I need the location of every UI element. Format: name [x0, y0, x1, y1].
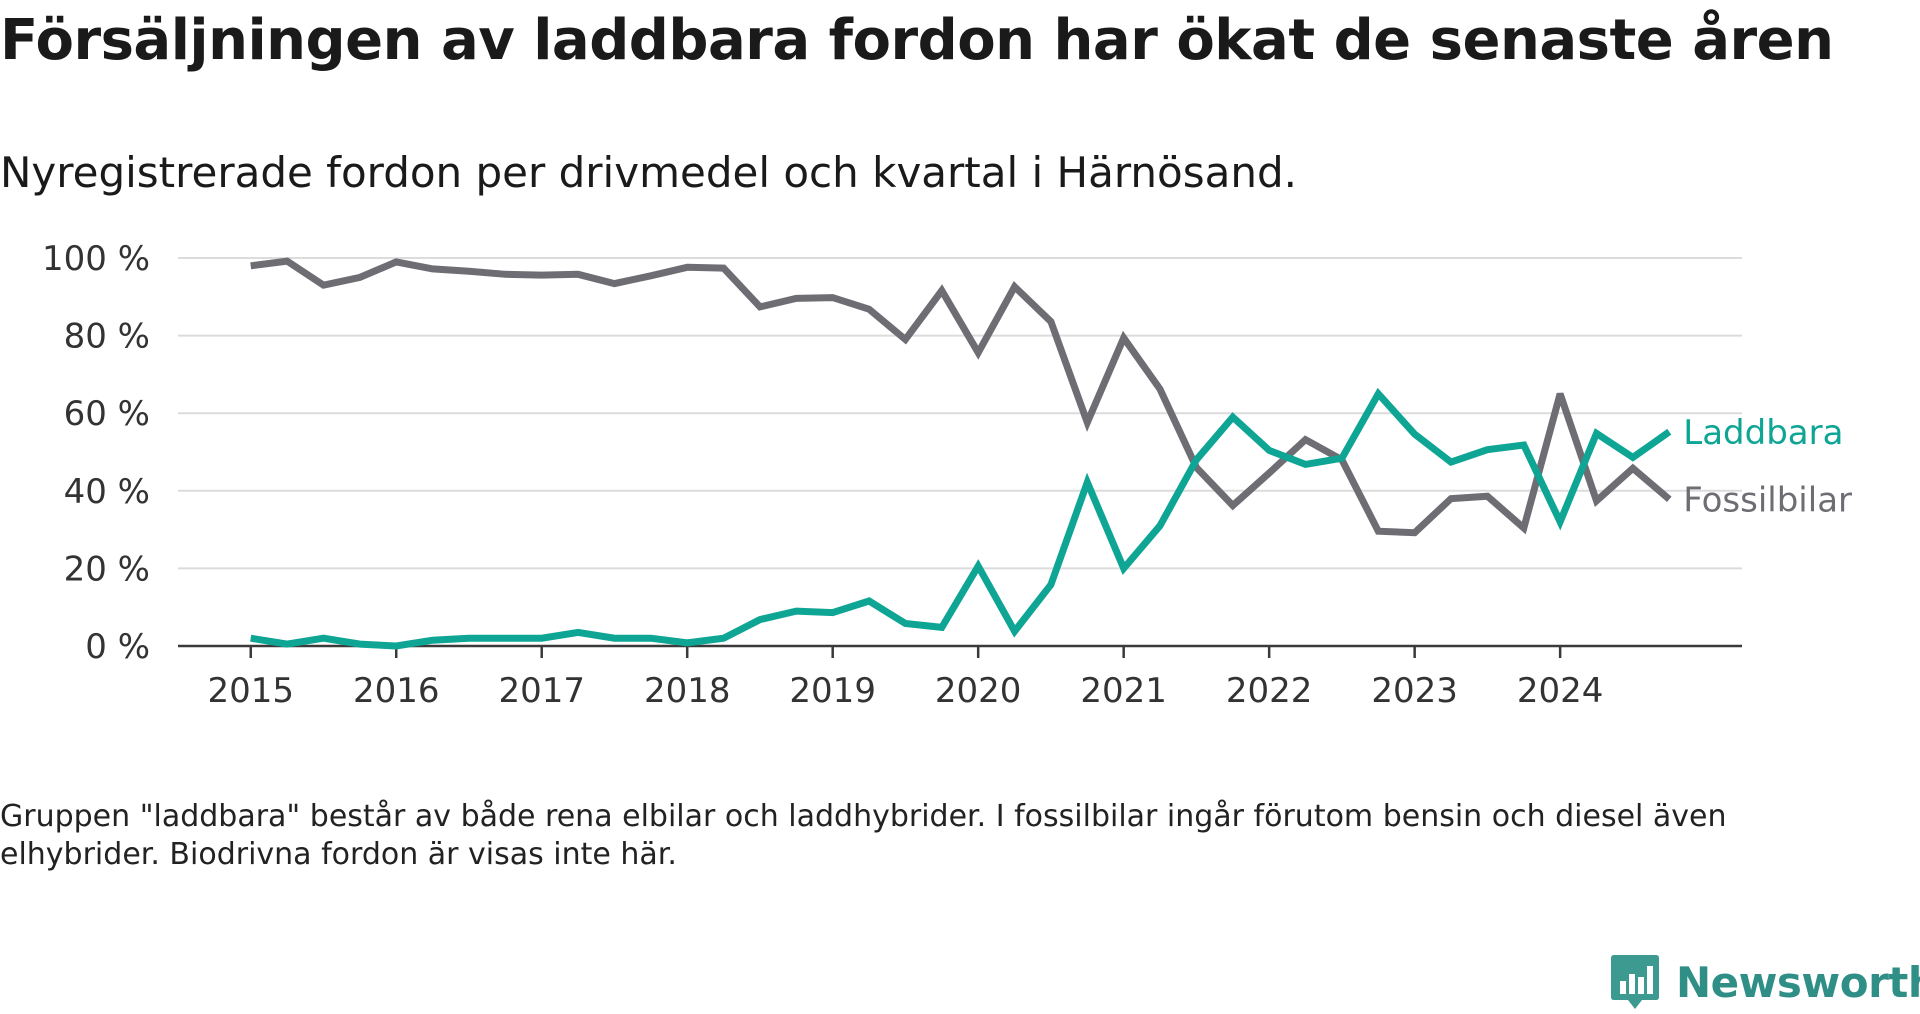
x-axis-ticks: 2015 2016 2017 2018 2019 2020 2021 2022 2023 2024	[178, 644, 1742, 711]
x-tick-label: 2023	[1371, 671, 1458, 711]
gridlines	[178, 257, 1742, 570]
x-tick-label: 2015	[207, 671, 294, 711]
x-tick-label: 2022	[1226, 671, 1313, 711]
x-tick-label: 2018	[644, 671, 731, 711]
y-axis-ticks: 0 % 20 % 40 % 60 % 80 % 100 %	[42, 239, 150, 667]
series-line-laddbara	[250, 387, 1672, 650]
y-tick-label: 20 %	[64, 549, 150, 589]
chart-subtitle: Nyregistrerade fordon per drivmedel och …	[0, 148, 1297, 197]
series-label-fossilbilar: Fossilbilar	[1683, 480, 1852, 520]
y-tick-label: 100 %	[42, 239, 150, 279]
y-tick-label: 40 %	[64, 472, 150, 512]
x-tick-label: 2024	[1517, 671, 1604, 711]
series-lines	[250, 257, 1672, 650]
series-labels: Laddbara Fossilbilar	[1683, 413, 1852, 521]
line-chart: 0 %20 %40 %60 %80 %100 % 2015 2016 2017 201…	[42, 239, 1852, 711]
x-tick-label: 2019	[789, 671, 876, 711]
x-tick-label: 2021	[1080, 671, 1167, 711]
newsworthy-logo-icon	[1611, 955, 1659, 1009]
brand-name: Newsworthy	[1676, 957, 1920, 1007]
y-tick-label: 0 %	[85, 627, 150, 667]
y-tick-label: 80 %	[64, 317, 150, 357]
x-tick-label: 2016	[353, 671, 440, 711]
footnote: Gruppen "laddbara" består av både rena e…	[0, 799, 1727, 873]
series-label-laddbara: Laddbara	[1683, 413, 1843, 453]
series-line-fossilbilar	[250, 257, 1672, 537]
brand-logo[interactable]: Newsworthy	[1610, 950, 1920, 1014]
x-tick-label: 2020	[935, 671, 1022, 711]
x-tick-label: 2017	[498, 671, 585, 711]
y-tick-label: 60 %	[64, 394, 150, 434]
chart-title: Försäljningen av laddbara fordon har öka…	[0, 8, 1834, 73]
